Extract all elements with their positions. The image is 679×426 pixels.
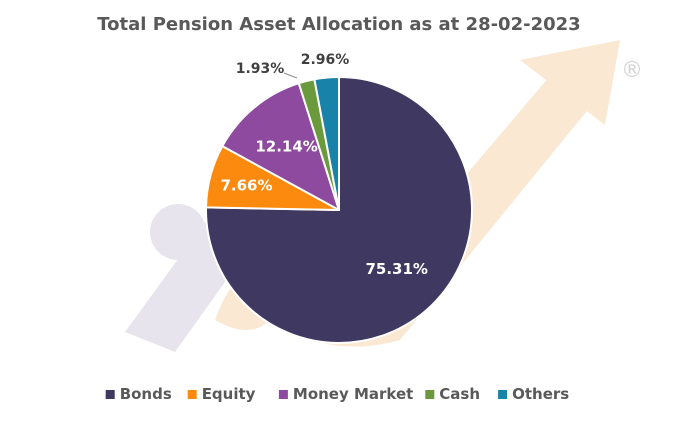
legend-label-others: Others	[512, 385, 569, 403]
legend-swatch-others	[498, 390, 508, 399]
leader-line-cash	[283, 72, 298, 79]
pie-slices	[205, 76, 473, 344]
legend-label-money-market: Money Market	[293, 385, 413, 403]
data-label-equity: 7.66%	[220, 176, 272, 194]
legend-swatch-money-market	[278, 390, 288, 399]
legend-label-cash: Cash	[439, 385, 480, 403]
legend-label-equity: Equity	[202, 385, 256, 403]
watermark-peach-arrow	[215, 70, 600, 347]
watermark-arrow-head	[520, 40, 620, 125]
data-label-bonds: 75.31%	[365, 260, 427, 278]
pie-data-labels: 75.31% 7.66% 12.14% 1.93% 2.96%	[220, 52, 428, 278]
legend-label-bonds: Bonds	[120, 385, 172, 403]
pie-slice-money-market	[221, 82, 340, 211]
watermark-purple-cap	[150, 204, 206, 260]
legend-swatch-bonds	[105, 390, 115, 399]
data-label-money-market: 12.14%	[255, 137, 317, 155]
data-label-others: 2.96%	[301, 52, 350, 68]
pie-slice-others	[313, 76, 340, 211]
data-label-cash: 1.93%	[236, 61, 285, 77]
chart-legend: Bonds Equity Money Market Cash Others	[105, 385, 569, 403]
legend-swatch-cash	[425, 390, 435, 399]
chart-title: Total Pension Asset Allocation as at 28-…	[97, 14, 580, 35]
legend-swatch-equity	[187, 390, 197, 399]
registered-mark: ®	[621, 58, 643, 83]
